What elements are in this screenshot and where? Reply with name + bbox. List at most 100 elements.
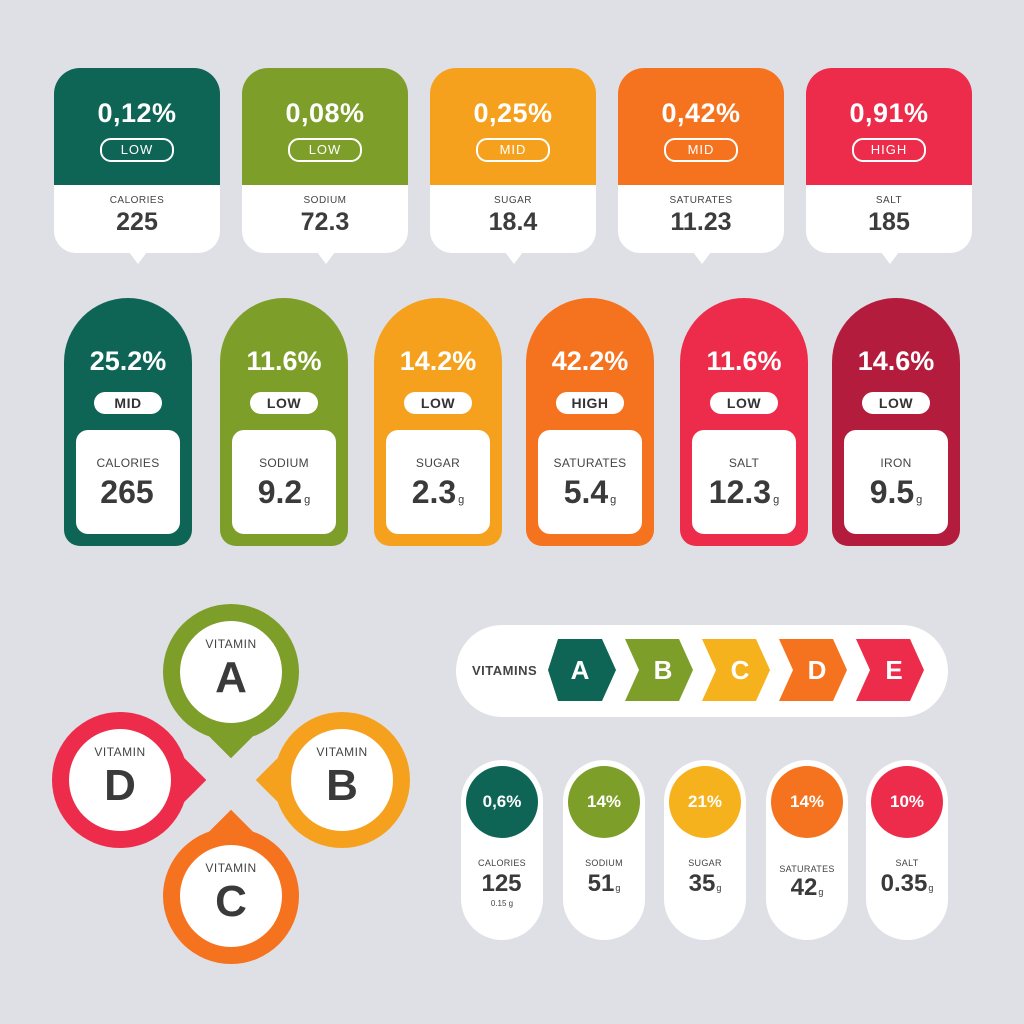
value-box: SODIUM 9.2 g: [232, 430, 336, 534]
grade-letter-a: A: [571, 655, 590, 685]
nutrient-name: SATURATES: [779, 864, 835, 874]
nutrient-value: 35g: [688, 870, 722, 897]
percent-value: 0,08%: [285, 98, 365, 128]
bubble-tail: [878, 248, 902, 264]
nutrient-name: CALORIES: [109, 195, 165, 206]
level-badge: LOW: [862, 392, 930, 414]
level-badge: LOW: [710, 392, 778, 414]
vitamin-letter: D: [104, 761, 136, 810]
level-badge: HIGH: [556, 392, 624, 414]
bubble-top: [618, 68, 784, 185]
percent-value: 0,91%: [849, 98, 929, 128]
value-box: IRON 9.5 g: [844, 430, 948, 534]
unit-label: g: [615, 883, 621, 893]
nutrient-value: 12.3 g: [708, 474, 780, 510]
bubble-bottom: [618, 185, 784, 253]
bubble-tail: [314, 248, 338, 264]
nutrient-value: 18.4: [488, 208, 538, 236]
bubble-label-saturates: 0,42% MID SATURATES 11.23: [618, 68, 784, 264]
level-badge: MID: [94, 392, 162, 414]
grade-arrow-d: [779, 639, 847, 701]
level-badge: LOW: [250, 392, 318, 414]
percent-circle: 21%: [669, 766, 741, 838]
nutrient-name: SATURATES: [553, 456, 627, 470]
pill-label-sodium: 14% SODIUM 51g: [563, 760, 645, 940]
vitamin-pin-d: VITAMIN D: [52, 712, 207, 848]
nutrient-name: CALORIES: [478, 858, 526, 868]
grade-letter-d: D: [808, 655, 827, 685]
unit-label: g: [818, 887, 824, 897]
pin-circle: VITAMIN B: [291, 729, 393, 831]
vitamin-pin-b: VITAMIN B: [255, 712, 410, 848]
grade-arrow-a: [548, 639, 616, 701]
bubble-label-sugar: 0,25% MID SUGAR 18.4: [430, 68, 596, 264]
vitamin-caption: VITAMIN: [94, 745, 146, 759]
vitamin-caption: VITAMIN: [205, 637, 257, 651]
grade-letter-e: E: [885, 655, 902, 685]
vitamin-caption: VITAMIN: [205, 861, 257, 875]
level-badge: LOW: [288, 138, 362, 162]
capsule-label-sodium: 11.6% LOW SODIUM 9.2 g: [220, 298, 348, 546]
unit-label: g: [716, 883, 722, 893]
vitamin-letter: B: [326, 761, 358, 810]
sub-value: 0.15 g: [490, 899, 514, 908]
nutrient-value: 11.23: [670, 208, 732, 236]
nutrient-value: 42g: [790, 874, 824, 901]
nutrient-value: 51g: [587, 870, 621, 897]
percent-circle: 0,6%: [466, 766, 538, 838]
nutrient-value: 125: [481, 870, 522, 897]
nutrient-name: SUGAR: [493, 195, 533, 206]
bubble-top: [806, 68, 972, 185]
percent-value: 25.2%: [89, 346, 167, 376]
percent-value: 14.2%: [399, 346, 477, 376]
capsule-label-calories: 25.2% MID CALORIES 265: [64, 298, 192, 546]
bubble-label-sodium: 0,08% LOW SODIUM 72.3: [242, 68, 408, 264]
bubble-tail: [502, 248, 526, 264]
percent-value: 11.6%: [246, 346, 322, 376]
bubble-bottom: [54, 185, 220, 253]
pin-circle: VITAMIN D: [69, 729, 171, 831]
nutrient-value: 9.5 g: [869, 474, 923, 510]
nutrient-value: 185: [868, 208, 910, 236]
nutrient-name: SODIUM: [259, 456, 309, 470]
vitamin-pin-a: VITAMIN A: [163, 604, 299, 759]
capsule-label-sugar: 14.2% LOW SUGAR 2.3 g: [374, 298, 502, 546]
nutrient-name: SODIUM: [585, 858, 623, 868]
bubble-tail: [690, 248, 714, 264]
nutrient-value: 5.4 g: [563, 474, 617, 510]
pill-label-salt: 10% SALT 0.35g: [866, 760, 948, 940]
capsule-label-saturates: 42.2% HIGH SATURATES 5.4 g: [526, 298, 654, 546]
bubble-top: [54, 68, 220, 185]
grade-letter-b: B: [654, 655, 673, 685]
percent-value: 0,25%: [473, 98, 553, 128]
vitamins-scale-bar: VITAMINS A B C D E: [456, 625, 948, 717]
vitamin-letter: C: [215, 877, 247, 926]
bubble-bottom: [806, 185, 972, 253]
percent-value: 14.6%: [857, 346, 935, 376]
percent-circle: 10%: [871, 766, 943, 838]
pill-label-sugar: 21% SUGAR 35g: [664, 760, 746, 940]
pill-label-saturates: 14% SATURATES 42g: [766, 760, 848, 940]
grade-arrow-c: [702, 639, 770, 701]
capsule-label-salt: 11.6% LOW SALT 12.3 g: [680, 298, 808, 546]
unit-label: g: [928, 883, 934, 893]
grade-arrows: A B C D E: [548, 639, 924, 701]
grade-letter-c: C: [731, 655, 750, 685]
value-box: SALT 12.3 g: [692, 430, 796, 534]
nutrient-value: 72.3: [300, 208, 350, 236]
unit-label: g: [458, 494, 465, 506]
unit-label: g: [304, 494, 311, 506]
vitamin-letter: A: [215, 653, 247, 702]
unit-label: g: [916, 494, 923, 506]
nutrient-name: SUGAR: [688, 858, 722, 868]
grade-arrow-e: [856, 639, 924, 701]
value-box: SUGAR 2.3 g: [386, 430, 490, 534]
percent-circle: 14%: [771, 766, 843, 838]
nutrient-name: SALT: [728, 456, 760, 470]
nutrient-name: SALT: [895, 858, 919, 868]
nutrient-name: SUGAR: [415, 456, 461, 470]
bubble-bottom: [242, 185, 408, 253]
nutrient-name: SODIUM: [303, 195, 347, 206]
vitamin-caption: VITAMIN: [316, 745, 368, 759]
pin-circle: VITAMIN A: [180, 621, 282, 723]
